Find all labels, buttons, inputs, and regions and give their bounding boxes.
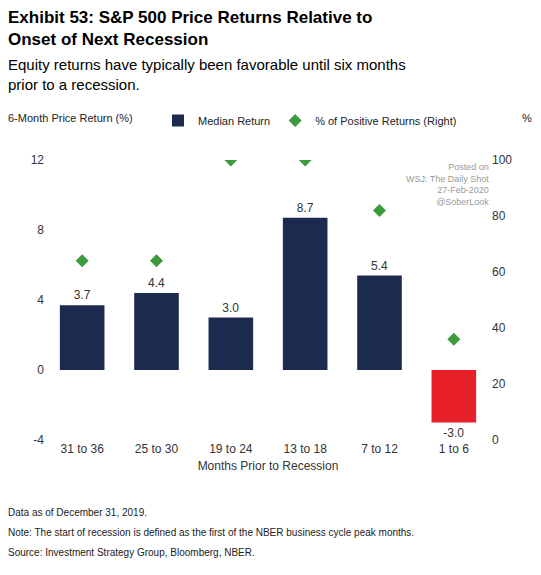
svg-text:4.4: 4.4 bbox=[148, 276, 165, 290]
svg-text:-3.0: -3.0 bbox=[443, 426, 464, 440]
svg-text:Source: Investment Strategy Gr: Source: Investment Strategy Group, Bloom… bbox=[8, 547, 255, 558]
svg-text:3.7: 3.7 bbox=[74, 288, 91, 302]
svg-text:60: 60 bbox=[492, 265, 506, 279]
svg-text:5.4: 5.4 bbox=[371, 259, 388, 273]
svg-text:7 to 12: 7 to 12 bbox=[361, 442, 398, 456]
svg-text:% of Positive Returns (Right): % of Positive Returns (Right) bbox=[315, 115, 456, 127]
svg-text:6-Month Price Return (%): 6-Month Price Return (%) bbox=[8, 112, 133, 124]
svg-text:-4: -4 bbox=[33, 433, 44, 447]
svg-text:25 to 30: 25 to 30 bbox=[135, 442, 179, 456]
svg-text:40: 40 bbox=[492, 321, 506, 335]
svg-text:0: 0 bbox=[492, 433, 499, 447]
svg-text:0: 0 bbox=[37, 363, 44, 377]
svg-text:80: 80 bbox=[492, 209, 506, 223]
svg-text:8: 8 bbox=[37, 223, 44, 237]
svg-text:12: 12 bbox=[31, 153, 45, 167]
svg-text:Posted onWSJ: The Daily Shot27: Posted onWSJ: The Daily Shot27-Feb-2020@… bbox=[406, 162, 489, 207]
svg-text:Months Prior to Recession: Months Prior to Recession bbox=[198, 459, 339, 473]
svg-text:Exhibit 53: S&P 500 Price Retu: Exhibit 53: S&P 500 Price Returns Relati… bbox=[8, 8, 372, 49]
svg-text:20: 20 bbox=[492, 377, 506, 391]
svg-text:31 to 36: 31 to 36 bbox=[60, 442, 104, 456]
svg-text:Note: The start of recession i: Note: The start of recession is defined … bbox=[8, 527, 414, 538]
svg-text:100: 100 bbox=[492, 153, 512, 167]
svg-text:13 to 18: 13 to 18 bbox=[283, 442, 327, 456]
svg-text:Data as of December 31, 2019.: Data as of December 31, 2019. bbox=[8, 507, 147, 518]
svg-text:19 to 24: 19 to 24 bbox=[209, 442, 253, 456]
svg-text:3.0: 3.0 bbox=[222, 301, 239, 315]
svg-text:8.7: 8.7 bbox=[297, 201, 314, 215]
svg-text:Equity returns have typically: Equity returns have typically been favor… bbox=[8, 56, 406, 93]
svg-text:1 to 6: 1 to 6 bbox=[439, 442, 469, 456]
svg-text:Median Return: Median Return bbox=[198, 115, 270, 127]
svg-text:4: 4 bbox=[37, 293, 44, 307]
svg-text:%: % bbox=[522, 112, 532, 124]
